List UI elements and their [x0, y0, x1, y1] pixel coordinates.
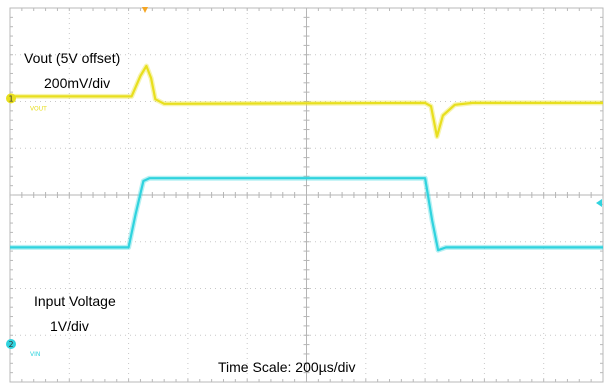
- channel-2-marker: [6, 339, 16, 349]
- trace-vin: [10, 177, 603, 252]
- trigger-position-marker: [142, 7, 148, 13]
- vin-title-label: Input Voltage: [34, 293, 116, 309]
- trace-vout: [10, 64, 603, 138]
- time-scale-label: Time Scale: 200µs/div: [218, 359, 356, 375]
- vout-scale-label: 200mV/div: [44, 75, 111, 91]
- channel-1-tag: VOUT: [30, 105, 47, 112]
- trigger-level-marker: [596, 199, 602, 207]
- channel-1-marker: [6, 93, 16, 104]
- channel-1-number: 1: [8, 94, 13, 103]
- vin-scale-label: 1V/div: [50, 318, 89, 334]
- vout-title-label: Vout (5V offset): [24, 50, 121, 66]
- channel-2-tag: VIN: [30, 351, 40, 358]
- channel-2-number: 2: [8, 340, 13, 349]
